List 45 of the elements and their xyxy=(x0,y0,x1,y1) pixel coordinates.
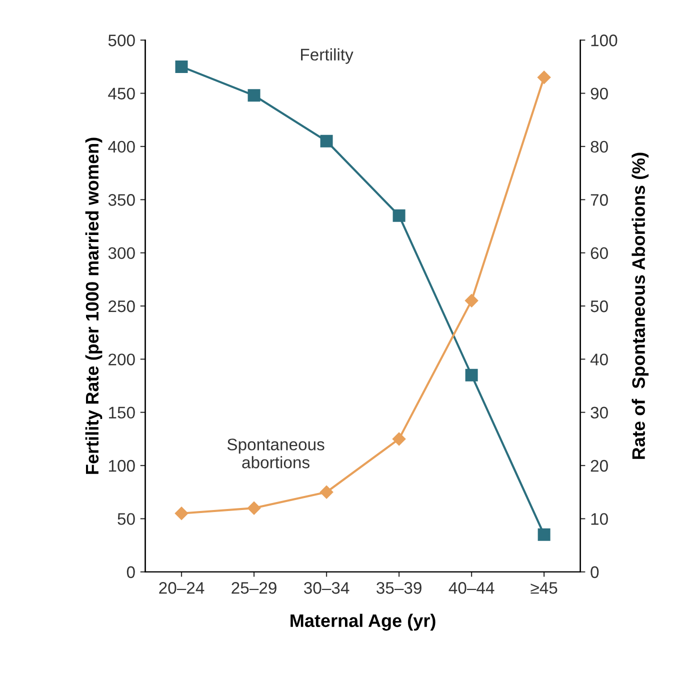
y-tick-label: 150 xyxy=(109,406,135,419)
y-tick-label: 250 xyxy=(108,300,135,312)
y-axis-title: Fertility Rate (per 1000 married women) xyxy=(85,138,102,474)
y-tick-label: 300 xyxy=(108,247,135,260)
point xyxy=(538,528,550,541)
y2-axis-title: Rate of Spontaneous Abortions (%) xyxy=(632,152,649,459)
x-tick-label: ≥45 xyxy=(530,582,558,594)
point xyxy=(174,506,188,520)
y-tick-label: 100 xyxy=(109,460,135,472)
point xyxy=(392,209,406,222)
x-tick-label: 30–34 xyxy=(304,582,350,594)
y2-tick-label: 30 xyxy=(590,406,608,419)
y-tick-label: 50 xyxy=(118,513,135,525)
y2-tick-label: 0 xyxy=(590,566,599,578)
y2-tick-label: 70 xyxy=(590,194,608,206)
text: Fertility xyxy=(301,48,354,64)
point xyxy=(464,294,478,308)
y2-tick-label: 100 xyxy=(591,34,618,46)
point xyxy=(175,60,188,73)
point xyxy=(465,368,478,382)
y-tick-label: 350 xyxy=(108,194,135,206)
point xyxy=(320,486,334,499)
y-tick-label: 200 xyxy=(108,354,135,366)
y2-tick-label: 60 xyxy=(590,247,608,260)
x-tick-label: 20–24 xyxy=(159,582,204,594)
y-tick-label: 400 xyxy=(108,140,135,153)
series-label: Spontaneous abortions xyxy=(227,438,324,468)
y-tick-label: 500 xyxy=(108,34,135,46)
point xyxy=(320,134,333,148)
y-tick-label: 0 xyxy=(126,566,135,578)
y2-tick-label: 90 xyxy=(590,88,608,100)
point xyxy=(247,501,261,515)
y2-tick-label: 10 xyxy=(591,513,608,525)
point xyxy=(537,70,551,84)
y2-tick-label: 40 xyxy=(590,354,608,366)
y-tick-label: 450 xyxy=(108,88,135,100)
x-axis-title: Maternal Age (yr) xyxy=(290,614,436,631)
y2-tick-label: 20 xyxy=(590,460,608,472)
y2-tick-label: 50 xyxy=(590,300,608,312)
x-tick-label: 40–44 xyxy=(448,582,494,594)
point xyxy=(248,89,260,102)
x-tick-label: 35–39 xyxy=(376,582,422,594)
x-tick-label: 25–29 xyxy=(232,582,276,594)
point xyxy=(392,432,406,446)
y2-tick-label: 80 xyxy=(590,140,608,153)
